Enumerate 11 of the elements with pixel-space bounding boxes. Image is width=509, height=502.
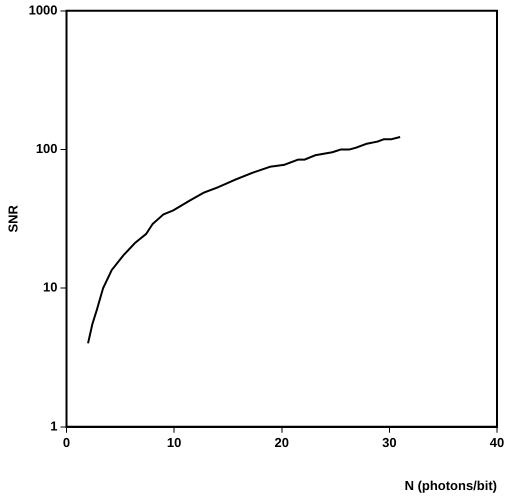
x-tick-label: 20 <box>274 435 289 450</box>
y-axis-title: SNR <box>5 204 20 233</box>
x-tick-label: 30 <box>382 435 397 450</box>
y-tick-label: 10 <box>43 280 58 295</box>
x-tick-label: 0 <box>62 435 70 450</box>
y-tick-label: 1000 <box>28 2 58 18</box>
x-tick-label: 10 <box>166 435 182 450</box>
x-axis-title: N (photons/bit) <box>404 478 497 493</box>
y-tick-label: 1 <box>50 418 58 434</box>
x-tick-label: 40 <box>490 435 504 450</box>
y-tick-label: 100 <box>36 141 58 156</box>
